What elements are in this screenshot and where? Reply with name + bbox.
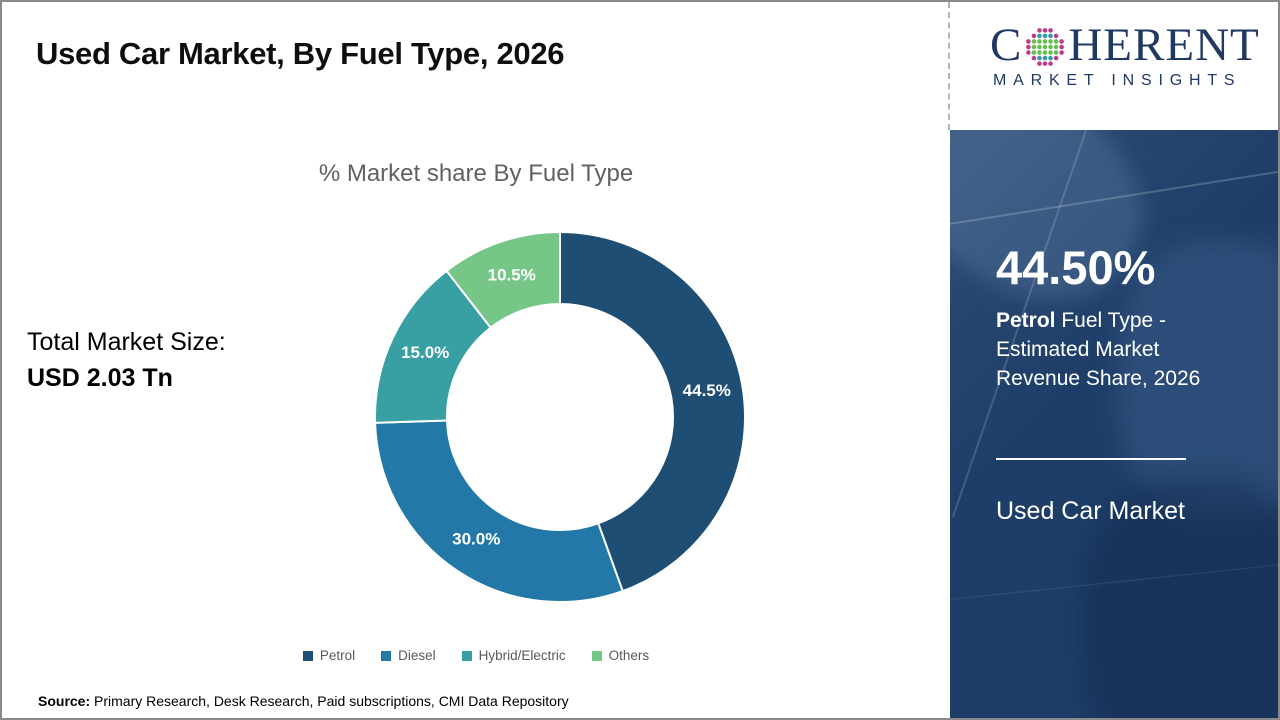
chart-title: % Market share By Fuel Type bbox=[318, 160, 634, 187]
highlight-sidebar: 44.50% Petrol Fuel Type - Estimated Mark… bbox=[950, 130, 1278, 718]
total-market-size: Total Market Size: USD 2.03 Tn bbox=[27, 324, 226, 396]
brand-logo: C HERENT MARKET INSIGHTS bbox=[990, 22, 1260, 90]
logo-letter-c: C bbox=[990, 19, 1023, 71]
donut-slice-label: 44.5% bbox=[683, 381, 731, 400]
donut-slice-others bbox=[445, 231, 561, 329]
chart-legend: Petrol Diesel Hybrid/Electric Others bbox=[2, 648, 950, 663]
sidebar-map-texture bbox=[950, 130, 1278, 718]
total-market-size-label: Total Market Size: bbox=[27, 328, 226, 356]
legend-swatch bbox=[302, 650, 313, 661]
legend-swatch bbox=[381, 650, 392, 661]
donut-chart: 44.5% 30.0% 15.0% 10.5% bbox=[374, 231, 746, 603]
headline-stat-value: 44.50% bbox=[996, 241, 1156, 294]
headline-stat-description: Petrol Fuel Type - Estimated Market Reve… bbox=[996, 306, 1218, 393]
legend-label: Hybrid/Electric bbox=[478, 648, 566, 663]
total-market-size-value: USD 2.03 Tn bbox=[27, 364, 173, 392]
legend-item-petrol: Petrol bbox=[302, 648, 356, 663]
header-dashed-divider bbox=[948, 2, 950, 130]
legend-item-hybrid-electric: Hybrid/Electric bbox=[461, 648, 566, 663]
donut-slice-label: 15.0% bbox=[401, 343, 449, 362]
page-title: Used Car Market, By Fuel Type, 2026 bbox=[36, 36, 565, 71]
logo-subtitle: MARKET INSIGHTS bbox=[993, 72, 1242, 89]
source-label: Source: bbox=[38, 693, 91, 709]
legend-label: Petrol bbox=[319, 648, 356, 663]
stat-segment-name: Petrol bbox=[996, 309, 1056, 332]
stat-description-rest: Fuel Type - Estimated Market Revenue Sha… bbox=[996, 309, 1201, 390]
legend-swatch bbox=[461, 650, 472, 661]
donut-slice-label: 30.0% bbox=[452, 530, 500, 549]
sidebar-map-gridline bbox=[950, 160, 1278, 228]
source-text: Primary Research, Desk Research, Paid su… bbox=[90, 693, 569, 709]
legend-item-others: Others bbox=[591, 648, 650, 663]
donut-slice-diesel bbox=[374, 419, 624, 603]
source-line: Source: Primary Research, Desk Research,… bbox=[38, 693, 569, 709]
sidebar-map-gridline bbox=[950, 560, 1278, 601]
donut-slice-label: 10.5% bbox=[488, 266, 536, 285]
legend-item-diesel: Diesel bbox=[381, 648, 436, 663]
market-name: Used Car Market bbox=[996, 497, 1185, 525]
legend-label: Others bbox=[608, 648, 650, 663]
sidebar-divider bbox=[996, 458, 1186, 460]
logo-wordmark: C HERENT bbox=[990, 22, 1260, 69]
logo-globe-icon bbox=[1026, 27, 1065, 66]
legend-label: Diesel bbox=[398, 648, 436, 663]
legend-swatch bbox=[591, 650, 602, 661]
donut-slice-petrol bbox=[559, 231, 746, 593]
logo-letters-herent: HERENT bbox=[1068, 19, 1260, 71]
